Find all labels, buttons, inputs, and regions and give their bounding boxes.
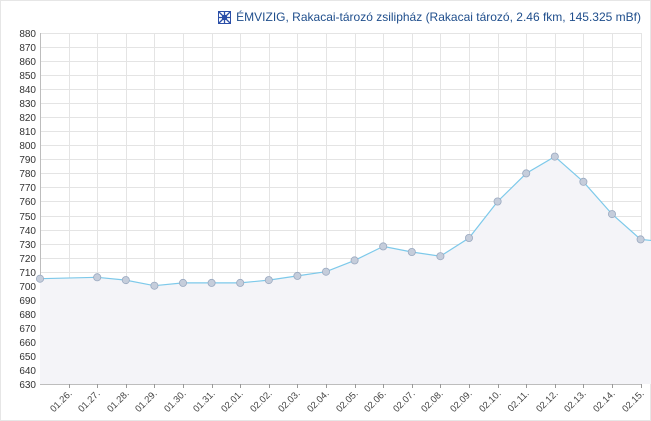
x-tick-label: 01.27.: [76, 388, 102, 414]
x-tick-label: 02.09.: [448, 388, 474, 414]
chart-title: ÉMVIZIG, Rakacai-tározó zsilipház (Rakac…: [236, 10, 641, 24]
x-tick-label: 02.12.: [534, 388, 560, 414]
x-tick-label: 01.29.: [133, 388, 159, 414]
data-point: [464, 233, 473, 242]
x-tick-label: 02.02.: [248, 388, 274, 414]
y-tick-label: 780: [19, 169, 36, 180]
data-point: [579, 177, 588, 186]
x-tick-label: 01.31.: [191, 388, 217, 414]
y-tick-label: 730: [19, 240, 36, 251]
data-point: [236, 278, 245, 287]
data-point: [178, 278, 187, 287]
y-tick-label: 840: [19, 85, 36, 96]
y-tick-label: 660: [19, 338, 36, 349]
emvizig-logo-icon: [218, 10, 232, 24]
series-line: [39, 155, 651, 287]
series-area: [40, 156, 651, 384]
data-point: [150, 281, 159, 290]
y-tick-label: 830: [19, 99, 36, 110]
y-tick-label: 750: [19, 212, 36, 223]
x-tick-label: 02.15.: [620, 388, 646, 414]
data-point: [36, 274, 45, 283]
data-point: [608, 210, 617, 219]
x-tick-label: 01.28.: [105, 388, 131, 414]
data-point: [93, 273, 102, 282]
y-tick-label: 740: [19, 226, 36, 237]
y-tick-label: 700: [19, 282, 36, 293]
y-tick-label: 870: [19, 43, 36, 54]
data-point: [207, 278, 216, 287]
chart-title-bar: ÉMVIZIG, Rakacai-tározó zsilipház (Rakac…: [218, 10, 641, 24]
data-point: [550, 152, 559, 161]
x-tick-label: 02.03.: [276, 388, 302, 414]
y-tick-label: 790: [19, 155, 36, 166]
x-tick-label: 01.30.: [162, 388, 188, 414]
x-tick-label: 02.07.: [391, 388, 417, 414]
x-tick-label: 02.10.: [477, 388, 503, 414]
y-tick-label: 860: [19, 57, 36, 68]
x-tick-label: 02.11.: [506, 388, 532, 414]
data-point: [379, 242, 388, 251]
y-tick-label: 880: [19, 29, 36, 40]
y-tick-label: 800: [19, 141, 36, 152]
x-tick-label: 02.14.: [591, 388, 617, 414]
data-point: [522, 169, 531, 178]
data-point: [493, 197, 502, 206]
y-tick-label: 680: [19, 310, 36, 321]
data-point: [121, 276, 130, 285]
y-tick-label: 640: [19, 366, 36, 377]
data-point: [293, 271, 302, 280]
y-tick-label: 850: [19, 71, 36, 82]
y-tick-label: 630: [19, 380, 36, 391]
y-tick-label: 670: [19, 324, 36, 335]
data-point: [407, 247, 416, 256]
y-tick-label: 820: [19, 113, 36, 124]
x-tick-label: 02.13.: [562, 388, 588, 414]
y-axis-ticks: 630 640 650 660 670 680 690 700 710 720 730 740 750 7…: [19, 29, 36, 391]
data-point: [350, 256, 359, 265]
x-axis-ticks: 01.26. 01.27. 01.28. 01.29. 01.30. 01.31. 02.0…: [48, 384, 647, 415]
y-tick-label: 810: [19, 127, 36, 138]
data-point: [436, 252, 445, 261]
x-tick-label: 02.05.: [334, 388, 360, 414]
x-tick-label: 02.06.: [362, 388, 388, 414]
y-tick-label: 760: [19, 197, 36, 208]
data-point: [636, 235, 645, 244]
x-tick-label: 02.01.: [219, 388, 245, 414]
y-tick-label: 690: [19, 296, 36, 307]
plot-area: [36, 152, 651, 384]
y-tick-label: 650: [19, 352, 36, 363]
x-tick-label: 02.08.: [419, 388, 445, 414]
y-tick-label: 710: [19, 268, 36, 279]
y-tick-label: 720: [19, 254, 36, 265]
y-tick-label: 770: [19, 183, 36, 194]
x-tick-label: 01.26.: [48, 388, 74, 414]
data-point: [264, 276, 273, 285]
x-tick-label: 02.04.: [305, 388, 331, 414]
data-point: [321, 267, 330, 276]
